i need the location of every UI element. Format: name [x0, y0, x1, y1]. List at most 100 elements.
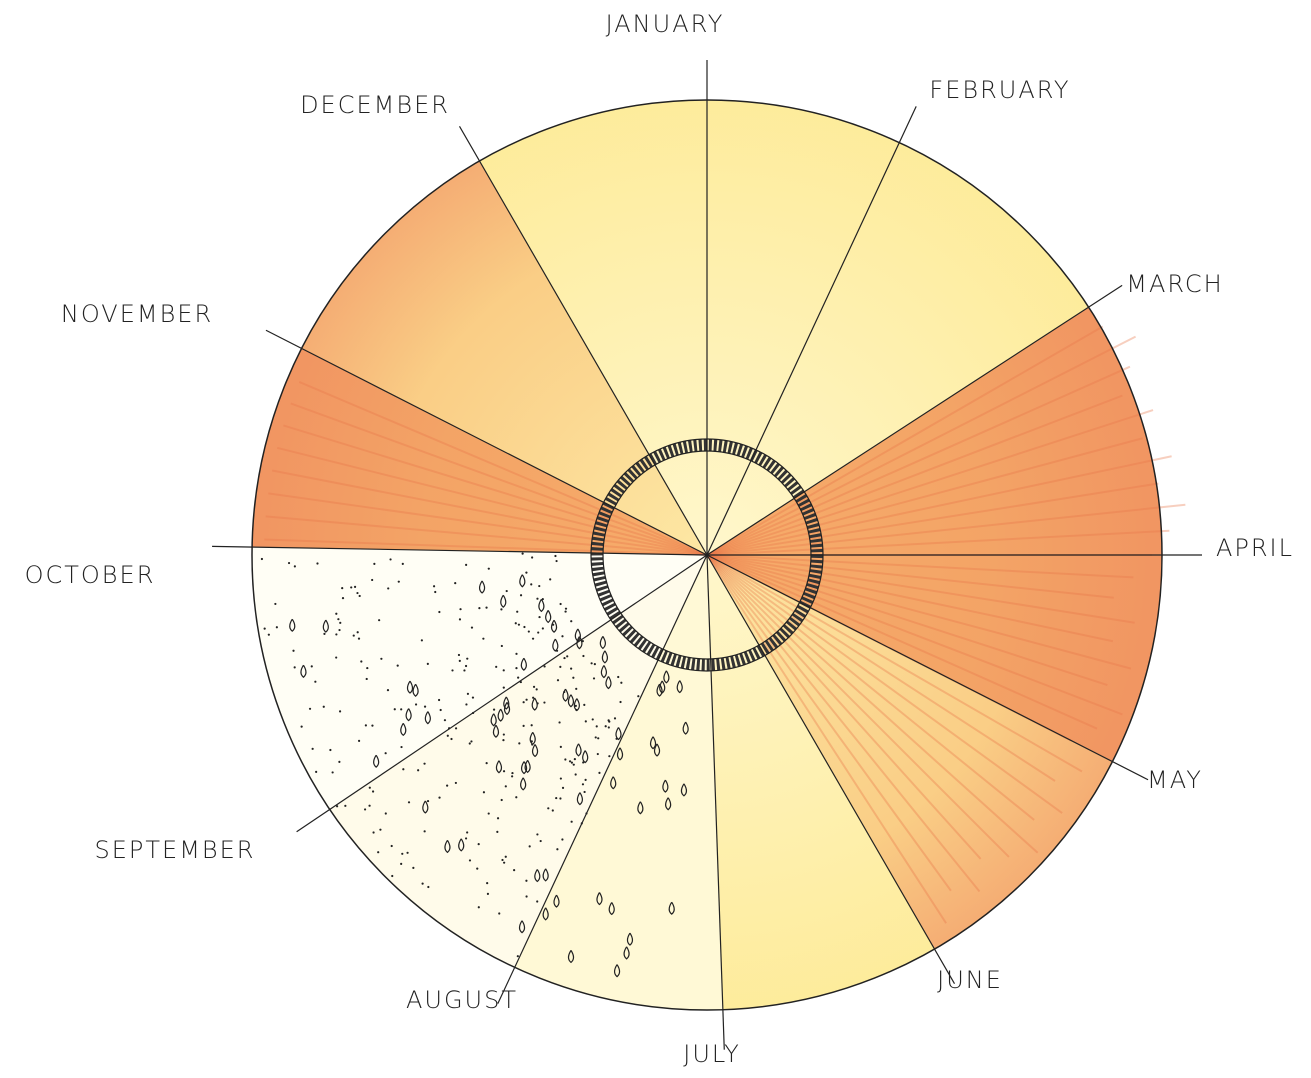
stipple-dot — [424, 706, 426, 708]
stipple-dot — [472, 696, 474, 698]
stipple-dot — [537, 631, 539, 633]
stipple-dot — [427, 663, 429, 665]
stipple-dot — [315, 771, 317, 773]
stipple-dot — [569, 760, 571, 762]
month-label: JUNE — [937, 966, 1003, 994]
stipple-dot — [459, 608, 461, 610]
stipple-dot — [447, 735, 449, 737]
stipple-dot — [354, 586, 356, 588]
stipple-dot — [566, 655, 568, 657]
stipple-dot — [596, 725, 598, 727]
stipple-dot — [555, 560, 557, 562]
month-label: OCTOBER — [25, 561, 156, 589]
stipple-dot — [309, 708, 311, 710]
stipple-dot — [469, 859, 471, 861]
stipple-dot — [466, 658, 468, 660]
stipple-dot — [294, 565, 296, 567]
stipple-dot — [446, 785, 448, 787]
stipple-dot — [373, 563, 375, 565]
stipple-dot — [466, 831, 468, 833]
stipple-dot — [515, 667, 517, 669]
stipple-dot — [459, 660, 461, 662]
month-label: JULY — [683, 1040, 741, 1068]
stipple-dot — [406, 852, 408, 854]
stipple-dot — [377, 851, 379, 853]
stipple-dot — [619, 701, 621, 703]
stipple-dot — [415, 703, 417, 705]
stipple-dot — [564, 610, 566, 612]
stipple-dot — [487, 893, 489, 895]
stipple-dot — [501, 799, 503, 801]
stipple-dot — [556, 848, 558, 850]
stipple-dot — [570, 668, 572, 670]
stipple-dot — [292, 650, 294, 652]
stipple-dot — [465, 564, 467, 566]
year-wheel: JANUARY FEBRUARY MARCH APRIL MAY JUNE JU… — [0, 0, 1311, 1078]
stipple-dot — [582, 640, 584, 642]
stipple-dot — [314, 681, 316, 683]
stipple-dot — [637, 695, 639, 697]
stipple-dot — [408, 801, 410, 803]
stipple-dot — [517, 677, 519, 679]
stipple-dot — [463, 669, 465, 671]
stipple-dot — [582, 783, 584, 785]
stipple-dot — [488, 568, 490, 570]
stipple-dot — [542, 598, 544, 600]
month-label: NOVEMBER — [61, 300, 213, 328]
stipple-dot — [339, 710, 341, 712]
stipple-dot — [493, 709, 495, 711]
stipple-dot — [571, 821, 573, 823]
stipple-dot — [555, 797, 557, 799]
stipple-dot — [617, 676, 619, 678]
stipple-dot — [264, 628, 266, 630]
stipple-dot — [591, 662, 593, 664]
stipple-dot — [559, 666, 561, 668]
stipple-dot — [620, 682, 622, 684]
stipple-dot — [571, 762, 573, 764]
stipple-dot — [505, 856, 507, 858]
stipple-dot — [329, 749, 331, 751]
stipple-dot — [486, 762, 488, 764]
stipple-dot — [560, 777, 562, 779]
stipple-dot — [506, 590, 508, 592]
stipple-dot — [518, 742, 520, 744]
stipple-dot — [523, 725, 525, 727]
stipple-dot — [572, 677, 574, 679]
stipple-dot — [338, 629, 340, 631]
stipple-dot — [540, 840, 542, 842]
stipple-dot — [533, 686, 535, 688]
stipple-dot — [558, 721, 560, 723]
stipple-dot — [323, 706, 325, 708]
stipple-dot — [465, 703, 467, 705]
stipple-dot — [335, 656, 337, 658]
stipple-dot — [476, 868, 478, 870]
stipple-dot — [595, 736, 597, 738]
stipple-dot — [357, 631, 359, 633]
stipple-dot — [532, 638, 534, 640]
stipple-dot — [503, 687, 505, 689]
stipple-dot — [276, 626, 278, 628]
stipple-dot — [366, 678, 368, 680]
stipple-dot — [412, 867, 414, 869]
stipple-dot — [511, 775, 513, 777]
stipple-dot — [344, 805, 346, 807]
month-label: MARCH — [1126, 270, 1223, 298]
stipple-dot — [536, 598, 538, 600]
stipple-dot — [516, 611, 518, 613]
stipple-dot — [338, 761, 340, 763]
stipple-dot — [583, 704, 585, 706]
stipple-dot — [593, 677, 595, 679]
stipple-dot — [529, 845, 531, 847]
stipple-dot — [397, 665, 399, 667]
stipple-dot — [585, 720, 587, 722]
stipple-dot — [505, 785, 507, 787]
stipple-dot — [559, 797, 561, 799]
stipple-dot — [543, 701, 545, 703]
stipple-dot — [525, 572, 527, 574]
stipple-dot — [515, 653, 517, 655]
stipple-dot — [537, 702, 539, 704]
stipple-dot — [495, 666, 497, 668]
stipple-dot — [455, 727, 457, 729]
stipple-dot — [400, 746, 402, 748]
stipple-dot — [337, 618, 339, 620]
